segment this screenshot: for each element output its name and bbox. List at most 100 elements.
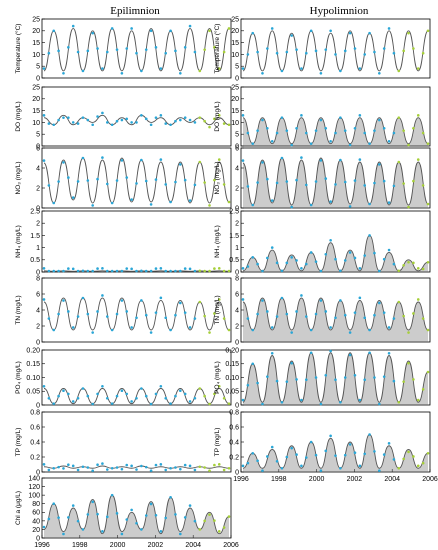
panel-hypolimnion-1: 0 5 10 15 20 25 Temperature (°C) (213, 16, 431, 82)
observation-point (76, 122, 80, 125)
observation-point (159, 114, 163, 117)
observation-point (421, 388, 425, 391)
observation-point (280, 400, 284, 404)
observation-point (71, 400, 75, 403)
observation-point (261, 118, 264, 122)
observation-point (382, 47, 386, 50)
observation-point (309, 29, 313, 33)
observation-point (241, 464, 245, 468)
y-axis-label: NH₄ (mg/L) (15, 225, 22, 258)
x-tick-label: 1998 (271, 476, 287, 483)
y-tick-label: 20 (32, 527, 40, 534)
observation-point (193, 183, 197, 187)
observation-point (300, 114, 303, 117)
observation-point (67, 463, 70, 467)
observation-point (275, 51, 279, 55)
observation-point (329, 326, 332, 329)
observation-point (62, 299, 65, 302)
y-axis-label: DO (mg/L) (214, 101, 221, 131)
y-tick-label: 2.5 (229, 208, 239, 215)
observation-point (304, 262, 308, 266)
observation-point (135, 121, 138, 124)
observation-point (343, 259, 347, 262)
observation-point (188, 464, 192, 468)
panel-frame (41, 277, 232, 343)
observation-point (295, 453, 298, 456)
y-tick-label: 0.2 (30, 454, 40, 461)
observation-point (86, 312, 90, 316)
observation-point (246, 185, 250, 188)
observation-point (348, 205, 352, 208)
observation-point (144, 48, 148, 51)
observation-point (368, 202, 371, 206)
observation-point (227, 466, 231, 470)
observation-point (213, 392, 216, 396)
observation-point (421, 51, 425, 55)
y-tick-label: 0 (36, 143, 40, 150)
observation-point (217, 114, 221, 117)
observation-point (382, 179, 386, 183)
y-axis-label: Temperature (°C) (213, 24, 221, 74)
observation-point (62, 71, 65, 75)
panel-hypolimnion-6: 0 0.05 0.10 0.15 0.20 PO₄ (mg/L) (214, 347, 431, 409)
observation-point (270, 139, 274, 143)
y-tick-label: 0.2 (229, 454, 239, 461)
observation-point (397, 116, 401, 119)
observation-point (382, 311, 386, 314)
y-tick-label: 0.6 (229, 424, 239, 431)
panel-frame (41, 411, 232, 473)
observation-point (217, 298, 221, 301)
observation-point (407, 450, 410, 454)
y-tick-label: 100 (28, 493, 40, 500)
observation-point (241, 398, 245, 402)
observation-point (392, 51, 396, 55)
observation-point (319, 269, 323, 273)
observation-point (314, 129, 318, 132)
observation-point (358, 67, 362, 70)
observation-point (227, 200, 231, 204)
observation-point (426, 142, 430, 145)
observation-point (295, 178, 298, 182)
y-tick-label: 15 (32, 40, 40, 47)
observation-point (198, 160, 202, 164)
observation-point (86, 49, 90, 53)
observation-point (179, 163, 182, 166)
x-tick-label: 1996 (34, 542, 50, 549)
observation-point (101, 385, 104, 388)
observation-point (368, 142, 371, 145)
column-title-hypolimnion: Hypolimnion (310, 5, 369, 17)
observation-point (416, 298, 420, 301)
y-tick-label: 0.6 (30, 424, 40, 431)
observation-point (208, 331, 211, 334)
observation-point (407, 260, 410, 264)
observation-point (309, 328, 313, 332)
observation-point (319, 402, 323, 406)
observation-point (96, 512, 99, 516)
observation-point (304, 315, 308, 318)
observation-point (140, 299, 143, 302)
y-tick-label: 8 (36, 275, 40, 282)
observation-point (382, 375, 386, 378)
model-line (242, 117, 429, 145)
observation-point (314, 376, 318, 379)
y-tick-label: 0.10 (225, 375, 239, 382)
observation-point (76, 519, 80, 523)
observation-point (183, 311, 187, 314)
observation-point (261, 269, 264, 273)
observation-point (426, 451, 430, 455)
observation-point (76, 269, 80, 273)
observation-point (314, 180, 318, 183)
observation-point (164, 316, 168, 320)
observation-point (426, 370, 430, 374)
observation-point (266, 127, 269, 130)
y-tick-label: 15 (231, 40, 239, 47)
observation-point (169, 495, 172, 499)
observation-point (164, 269, 168, 273)
observation-point (62, 269, 65, 273)
y-axis-label: TP (mg/L) (15, 428, 22, 457)
observation-point (164, 396, 168, 400)
observation-point (110, 466, 114, 470)
y-tick-label: 4 (235, 307, 239, 314)
y-axis-label: Chl a (μg/L) (15, 491, 22, 525)
